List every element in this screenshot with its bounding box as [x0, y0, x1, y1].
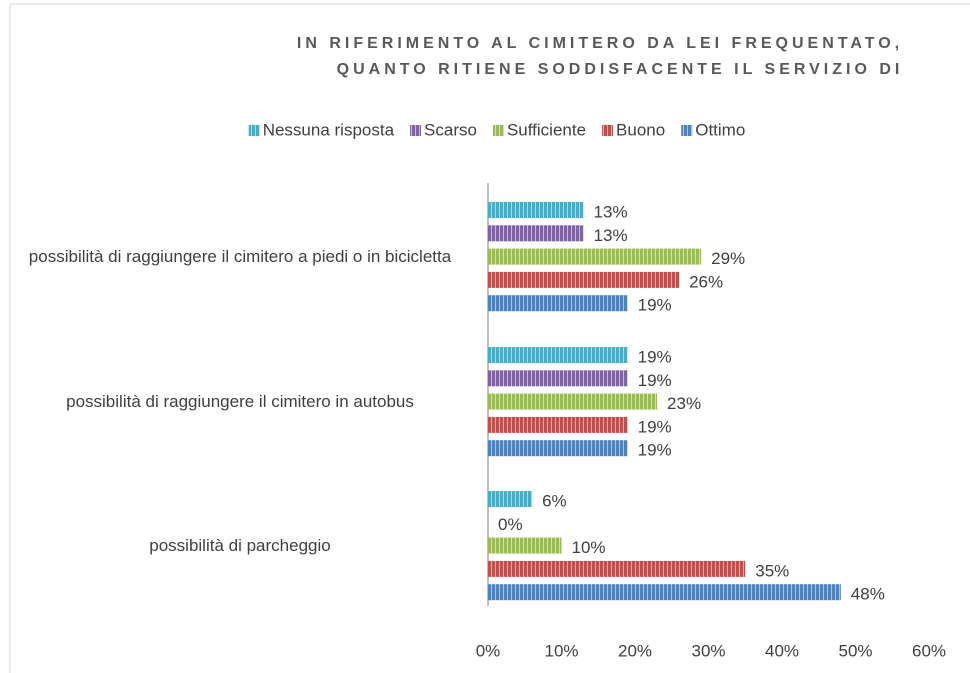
data-label: 0% [498, 515, 523, 534]
data-label: 19% [638, 441, 672, 460]
x-tick-label: 50% [838, 641, 872, 660]
chart-title: QUANTO RITIENE SODDISFACENTE IL SERVIZIO… [337, 61, 904, 78]
data-label: 19% [638, 347, 672, 366]
bar [488, 440, 628, 457]
data-label: 23% [667, 394, 701, 413]
data-label: 19% [638, 417, 672, 436]
data-label: 26% [689, 272, 723, 291]
bar [488, 416, 628, 433]
legend-label: Buono [616, 120, 665, 139]
x-tick-label: 30% [691, 641, 725, 660]
bar [488, 584, 841, 601]
bar [488, 560, 746, 577]
data-label: 13% [594, 202, 628, 221]
data-label: 10% [572, 538, 606, 557]
legend-label: Nessuna risposta [263, 120, 395, 139]
data-label: 35% [755, 561, 789, 580]
legend-label: Ottimo [695, 120, 745, 139]
bar [488, 295, 628, 312]
bar [488, 248, 702, 265]
data-label: 6% [542, 491, 567, 510]
chart-border [9, 3, 970, 673]
x-tick-label: 60% [912, 641, 946, 660]
category-label: possibilità di raggiungere il cimitero i… [66, 391, 414, 411]
bar [488, 393, 658, 410]
legend-swatch [681, 125, 693, 136]
data-label: 29% [711, 249, 745, 268]
legend-swatch [410, 125, 422, 136]
data-label: 13% [594, 226, 628, 245]
x-tick-label: 40% [765, 641, 799, 660]
legend-swatch [602, 125, 614, 136]
category-label: possibilità di parcheggio [149, 535, 331, 555]
data-label: 19% [638, 371, 672, 390]
legend-label: Sufficiente [507, 120, 586, 139]
legend-swatch [492, 125, 504, 136]
chart-title: IN RIFERIMENTO AL CIMITERO DA LEI FREQUE… [297, 35, 903, 52]
bar [488, 537, 562, 554]
x-tick-label: 10% [544, 641, 578, 660]
data-label: 48% [851, 585, 885, 604]
bar [488, 370, 628, 387]
data-label: 19% [638, 296, 672, 315]
bar [488, 225, 584, 242]
legend-label: Scarso [424, 120, 477, 139]
bar [488, 491, 533, 507]
x-tick-label: 20% [618, 641, 652, 660]
bar [488, 202, 584, 218]
bar [488, 271, 680, 288]
bar [488, 347, 628, 363]
legend-swatch [248, 125, 260, 136]
category-label: possibilità di raggiungere il cimitero a… [28, 246, 452, 266]
x-tick-label: 0% [476, 641, 501, 660]
